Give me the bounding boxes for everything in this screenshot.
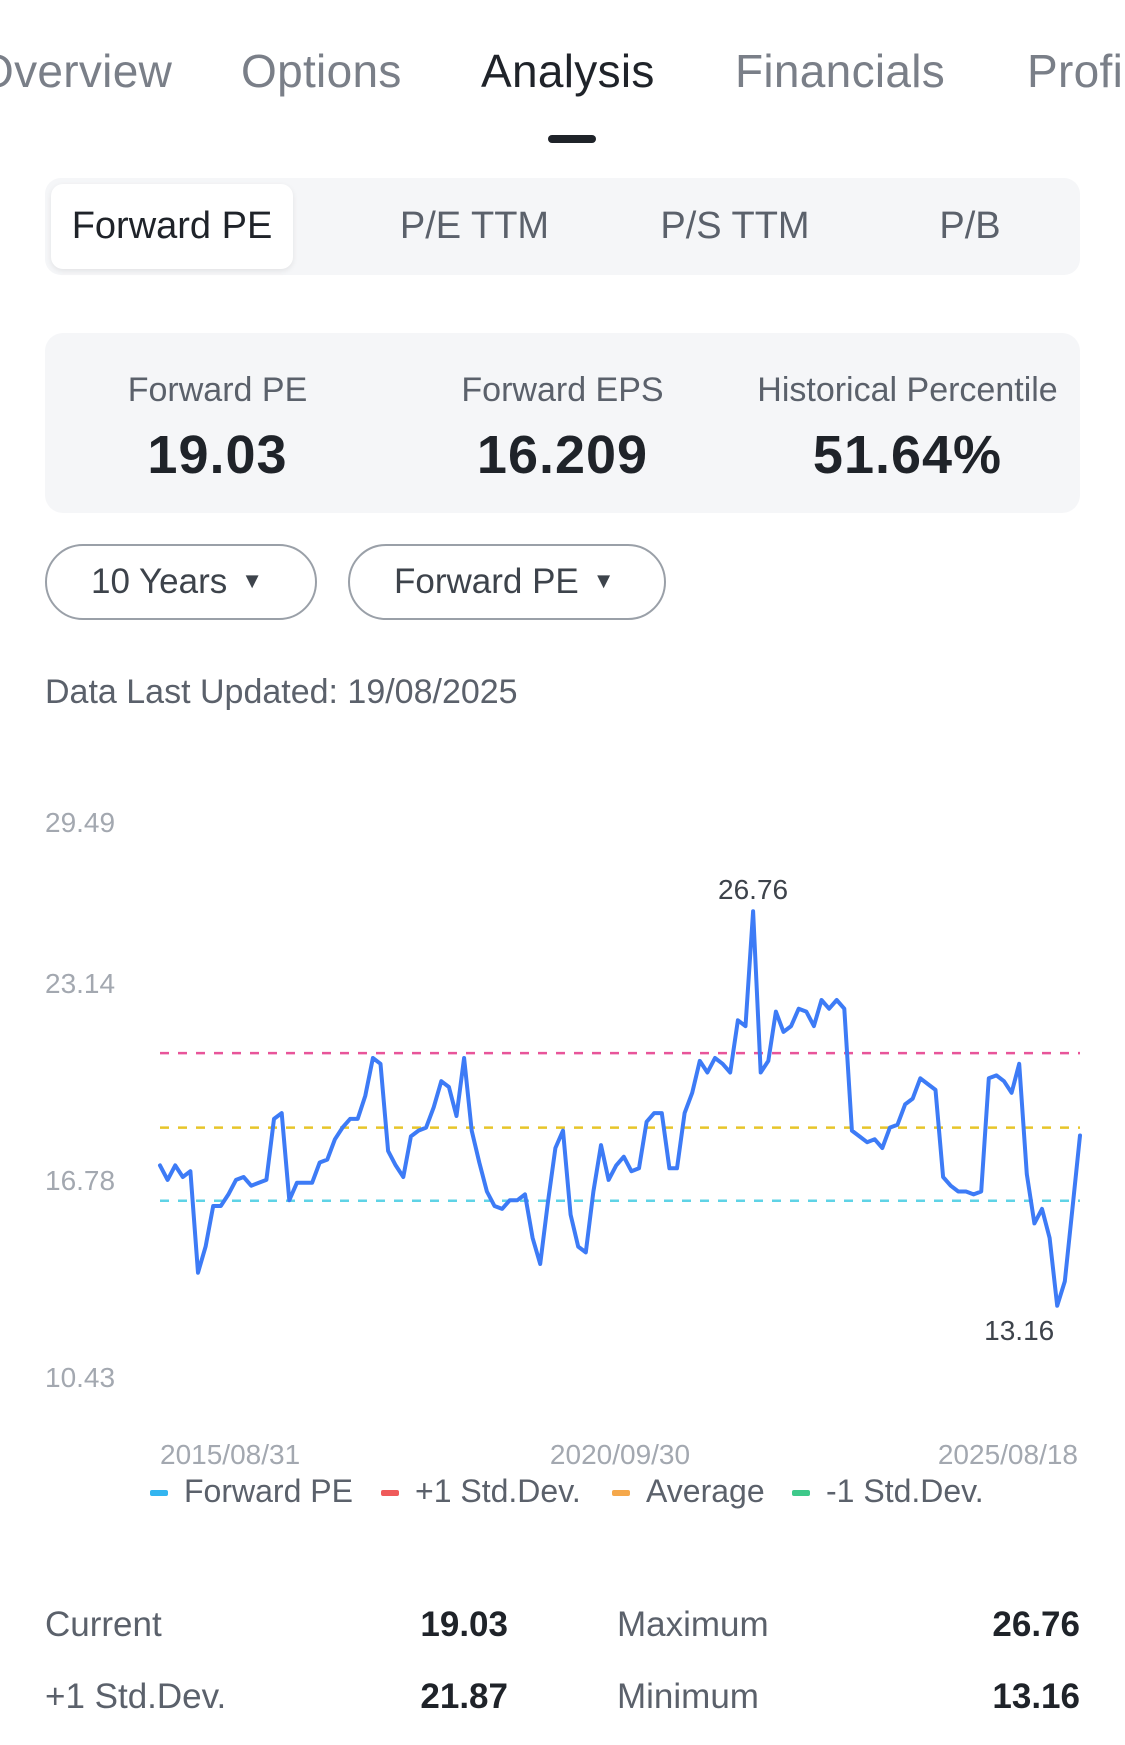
- forward-pe-chart[interactable]: 29.49 23.14 16.78 10.43 26.76 13.16 2015/08/31…: [0, 800, 1125, 1520]
- summary-value: 13.16: [992, 1677, 1080, 1716]
- summary-label: Current: [45, 1605, 162, 1644]
- stat-forward-eps: Forward EPS 16.209: [390, 371, 735, 486]
- x-tick-label: 2025/08/18: [938, 1439, 1078, 1470]
- x-tick-label: 2020/09/30: [550, 1439, 690, 1470]
- summary-row: +1 Std.Dev. 21.87 Minimum 13.16: [45, 1677, 1080, 1727]
- stat-forward-pe: Forward PE 19.03: [45, 371, 390, 486]
- data-last-updated: Data Last Updated: 19/08/2025: [45, 673, 518, 711]
- tab-overview[interactable]: Overview: [0, 45, 173, 97]
- y-tick-label: 29.49: [45, 807, 115, 838]
- stat-label: Forward EPS: [461, 371, 664, 409]
- legend-swatch: [150, 1490, 168, 1496]
- legend-swatch: [612, 1490, 630, 1496]
- metric-dropdown-label: Forward PE: [394, 562, 579, 601]
- stat-value: 51.64%: [812, 425, 1003, 485]
- tab-options[interactable]: Options: [241, 45, 402, 97]
- x-tick-label: 2015/08/31: [160, 1439, 300, 1470]
- y-tick-label: 10.43: [45, 1362, 115, 1393]
- max-value-label: 26.76: [718, 874, 788, 905]
- legend-label: Average: [646, 1473, 765, 1509]
- segment-pb[interactable]: P/B: [939, 205, 1001, 247]
- legend-label: +1 Std.Dev.: [415, 1473, 581, 1509]
- segment-pe-ttm[interactable]: P/E TTM: [399, 205, 550, 247]
- stat-historical-percentile: Historical Percentile 51.64%: [735, 371, 1080, 486]
- segment-ps-ttm[interactable]: P/S TTM: [660, 205, 810, 247]
- legend-swatch: [792, 1490, 810, 1496]
- tab-analysis[interactable]: Analysis: [481, 45, 655, 97]
- period-dropdown-label: 10 Years: [91, 562, 228, 601]
- summary-label: Maximum: [617, 1605, 769, 1644]
- summary-label: Minimum: [617, 1677, 759, 1716]
- legend-swatch: [381, 1490, 399, 1496]
- forward-pe-series-line: [158, 909, 1082, 1308]
- stats-card: Forward PE 19.03 Forward EPS 16.209 Hist…: [45, 333, 1080, 513]
- period-dropdown[interactable]: 10 Years ▼: [45, 544, 317, 620]
- min-value-label: 13.16: [984, 1315, 1054, 1346]
- stat-label: Historical Percentile: [757, 371, 1058, 409]
- y-tick-label: 23.14: [45, 968, 115, 999]
- caret-down-icon: ▼: [241, 567, 264, 593]
- segment-forward-pe[interactable]: Forward PE: [51, 184, 293, 269]
- top-tab-bar: Overview Options Analysis Financials Pro…: [0, 0, 1125, 150]
- summary-row: Current 19.03 Maximum 26.76: [45, 1605, 1080, 1655]
- summary-value: 21.87: [420, 1677, 508, 1716]
- tab-profile[interactable]: Profile: [1027, 45, 1125, 97]
- metric-dropdown[interactable]: Forward PE ▼: [348, 544, 666, 620]
- legend-label: -1 Std.Dev.: [826, 1473, 984, 1509]
- stat-value: 19.03: [147, 425, 288, 485]
- valuation-metric-switcher: Forward PE P/E TTM P/S TTM P/B: [45, 178, 1080, 275]
- active-tab-indicator: [548, 135, 596, 143]
- legend-label: Forward PE: [184, 1473, 353, 1509]
- summary-label: +1 Std.Dev.: [45, 1677, 227, 1716]
- caret-down-icon: ▼: [592, 567, 615, 593]
- y-tick-label: 16.78: [45, 1165, 115, 1196]
- summary-value: 26.76: [992, 1605, 1080, 1644]
- stat-value: 16.209: [476, 425, 649, 485]
- summary-value: 19.03: [420, 1605, 508, 1644]
- tab-financials[interactable]: Financials: [735, 45, 946, 97]
- stat-label: Forward PE: [127, 371, 308, 409]
